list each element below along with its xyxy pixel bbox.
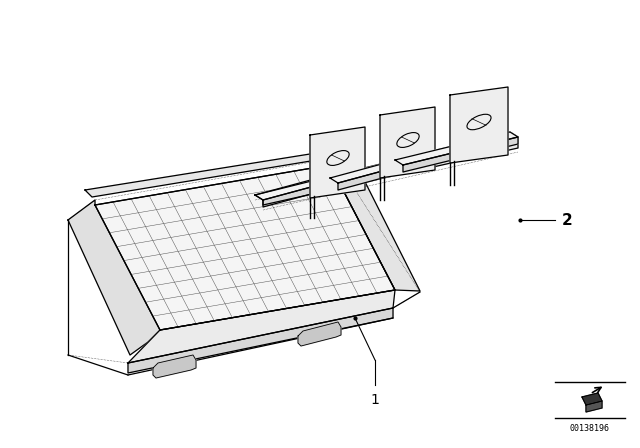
Text: 00138196: 00138196 [570,424,610,433]
Polygon shape [85,150,335,197]
Text: 1: 1 [371,393,380,407]
Polygon shape [95,165,395,330]
Polygon shape [128,290,395,363]
Polygon shape [380,107,435,178]
Polygon shape [298,322,341,346]
Polygon shape [310,127,365,198]
Polygon shape [128,308,393,373]
Polygon shape [153,355,196,378]
Polygon shape [330,162,420,291]
Polygon shape [338,156,438,190]
Polygon shape [68,200,160,355]
Polygon shape [395,132,518,165]
Polygon shape [450,87,508,163]
Polygon shape [403,137,518,172]
Polygon shape [582,393,602,405]
Polygon shape [586,401,602,412]
Text: 2: 2 [562,212,573,228]
Polygon shape [330,151,438,183]
Polygon shape [255,168,363,200]
Polygon shape [263,173,363,207]
Polygon shape [255,132,518,205]
